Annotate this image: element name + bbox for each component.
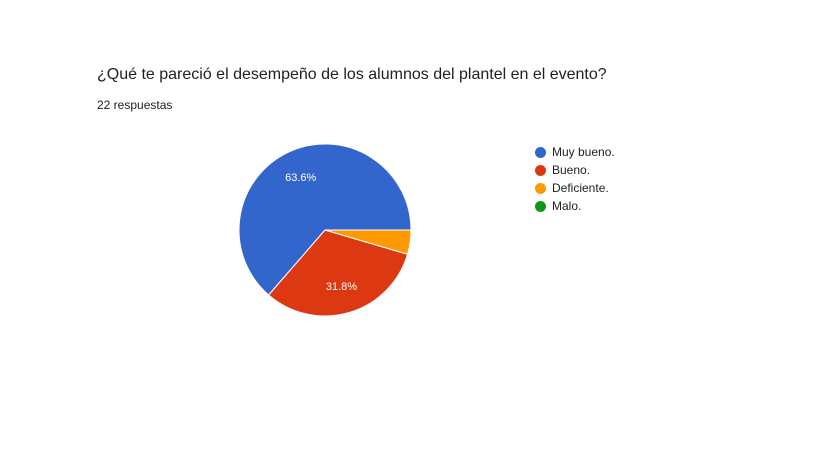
pie-slice-1 bbox=[267, 229, 409, 317]
legend-label: Deficiente. bbox=[552, 181, 609, 195]
legend-swatch-icon bbox=[535, 200, 546, 212]
pie-slice-2 bbox=[324, 229, 412, 255]
slice-label-0: 63.6% bbox=[285, 172, 316, 184]
question-title: ¿Qué te pareció el desempeño de los alum… bbox=[97, 66, 607, 83]
legend-label: Malo. bbox=[552, 199, 582, 213]
legend-label: Bueno. bbox=[552, 163, 591, 177]
legend-swatch-icon bbox=[535, 146, 546, 158]
legend: Muy bueno. Bueno. Deficiente. Malo. bbox=[535, 143, 615, 215]
legend-item: Muy bueno. bbox=[535, 143, 615, 161]
pie-slice-0 bbox=[238, 143, 412, 296]
legend-swatch-icon bbox=[535, 164, 546, 176]
legend-item: Bueno. bbox=[535, 161, 615, 179]
legend-item: Deficiente. bbox=[535, 179, 615, 197]
response-count: 22 respuestas bbox=[97, 98, 173, 112]
slice-label-1: 31.8% bbox=[326, 281, 357, 293]
legend-item: Malo. bbox=[535, 197, 615, 215]
legend-label: Muy bueno. bbox=[552, 145, 615, 159]
legend-swatch-icon bbox=[535, 182, 546, 194]
